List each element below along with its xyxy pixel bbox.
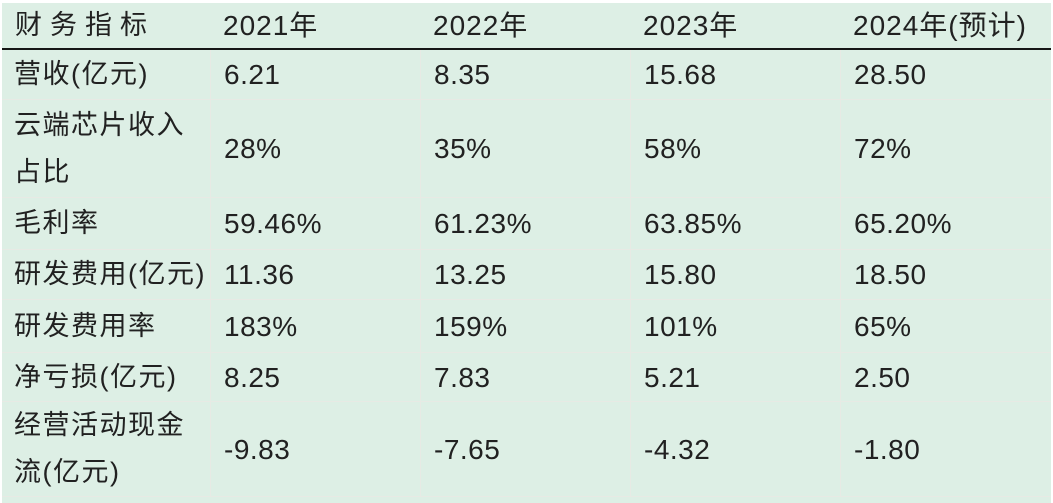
value-cell: 72%	[840, 100, 1051, 197]
value-cell: 6.21	[210, 50, 420, 99]
table-row-rd-expense-ratio: 研发费用率 183% 159% 101% 65%	[2, 300, 1051, 353]
row-label-cell: 毛利率	[14, 208, 100, 238]
value-cell: 35%	[420, 100, 630, 197]
table-row-gross-margin: 毛利率 59.46% 61.23% 63.85% 65.20%	[2, 198, 1051, 250]
value-cell: 61.23%	[420, 198, 630, 249]
value-cell: 28.50	[840, 50, 1051, 99]
row-label-cell: 云端芯片收入 占比	[14, 109, 185, 187]
header-cell-2021: 2021年	[223, 10, 319, 41]
value-cell: -9.83	[210, 402, 420, 496]
row-label-cell: 净亏损(亿元)	[14, 361, 178, 392]
row-label-cell: 营收(亿元)	[14, 59, 149, 89]
table-row-cloud-chip-share: 云端芯片收入 占比 28% 35% 58% 72%	[2, 100, 1051, 198]
value-cell: -1.80	[840, 402, 1051, 496]
value-cell: 58%	[630, 100, 840, 197]
value-cell: 8.25	[210, 353, 420, 401]
value-cell: 101%	[630, 300, 840, 352]
value-cell: 28%	[210, 100, 420, 197]
value-cell: 183%	[210, 300, 420, 352]
value-cell: 2.50	[840, 353, 1051, 401]
value-cell: 159%	[420, 300, 630, 352]
value-cell: 11.36	[210, 250, 420, 299]
value-cell: 5.21	[630, 353, 840, 401]
row-label-cell: 经营活动现金 流(亿元)	[14, 410, 185, 487]
header-cell-2022: 2022年	[433, 10, 529, 41]
table-row-revenue: 营收(亿元) 6.21 8.35 15.68 28.50	[2, 50, 1051, 100]
value-cell: 63.85%	[630, 198, 840, 249]
header-cell-metric: 财务指标	[15, 10, 155, 40]
table-header-row: 财务指标 2021年 2022年 2023年 2024年(预计)	[2, 3, 1051, 50]
value-cell: -7.65	[420, 402, 630, 496]
value-cell: 59.46%	[210, 198, 420, 249]
table-row-net-loss: 净亏损(亿元) 8.25 7.83 5.21 2.50	[2, 353, 1051, 402]
value-cell: 8.35	[420, 50, 630, 99]
value-cell: 65%	[840, 300, 1051, 352]
header-cell-2023: 2023年	[643, 10, 739, 41]
value-cell: 13.25	[420, 250, 630, 299]
value-cell: -4.32	[630, 402, 840, 496]
value-cell: 18.50	[840, 250, 1051, 299]
value-cell: 15.80	[630, 250, 840, 299]
value-cell: 15.68	[630, 50, 840, 99]
value-cell: 65.20%	[840, 198, 1051, 249]
table-row-rd-expense: 研发费用(亿元) 11.36 13.25 15.80 18.50	[2, 250, 1051, 300]
financial-metrics-table: 财务指标 2021年 2022年 2023年 2024年(预计) 营收(亿元) …	[2, 3, 1051, 503]
table-row-operating-cash-flow: 经营活动现金 流(亿元) -9.83 -7.65 -4.32 -1.80	[2, 402, 1051, 497]
row-label-cell: 研发费用(亿元)	[14, 259, 206, 289]
header-cell-2024-forecast: 2024年(预计)	[853, 10, 1027, 41]
row-label-cell: 研发费用率	[14, 310, 157, 341]
value-cell: 7.83	[420, 353, 630, 401]
